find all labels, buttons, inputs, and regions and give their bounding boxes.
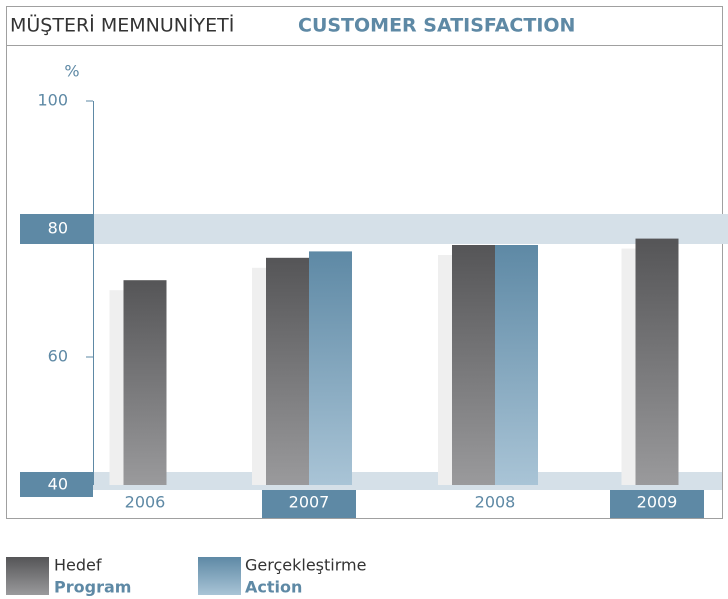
tick-box — [20, 472, 93, 497]
plot: 40 60 80 100 2006 2007 2008 2009 — [20, 91, 728, 518]
legend-swatch — [198, 557, 241, 595]
band — [20, 472, 722, 490]
x-tick-label: 2009 — [637, 493, 678, 512]
y-tick-label: 80 — [48, 219, 68, 238]
bar-shadow — [252, 267, 266, 485]
legend-sublabel: Action — [245, 578, 302, 597]
legend-label: Hedef — [54, 556, 102, 575]
bar — [452, 245, 495, 485]
bar-shadow — [621, 248, 636, 485]
legend-swatch — [6, 557, 49, 595]
bar — [123, 280, 167, 485]
frame — [6, 6, 723, 519]
x-tick-box — [262, 490, 356, 518]
tick-box — [20, 214, 93, 244]
legend-sublabel: Program — [54, 578, 131, 597]
bar-shadow — [438, 255, 452, 485]
legend-label: Gerçekleştirme — [245, 556, 366, 575]
x-tick-label: 2007 — [289, 493, 330, 512]
bar — [635, 238, 679, 485]
x-tick-box — [610, 490, 704, 518]
bar — [266, 257, 309, 485]
bar — [495, 245, 538, 485]
bar — [309, 251, 352, 485]
band — [20, 214, 728, 244]
x-tick-label: 2008 — [475, 493, 516, 512]
x-tick-label: 2006 — [125, 493, 166, 512]
y-tick-label: 40 — [48, 475, 68, 494]
y-axis-label: % — [64, 62, 79, 81]
chart-title: MÜŞTERİ MEMNUNİYETİ — [10, 14, 234, 37]
y-tick-label: 60 — [48, 347, 68, 366]
bar-shadow — [109, 290, 124, 485]
chart-subtitle: CUSTOMER SATISFACTION — [298, 15, 575, 37]
y-tick-label: 100 — [37, 91, 68, 110]
